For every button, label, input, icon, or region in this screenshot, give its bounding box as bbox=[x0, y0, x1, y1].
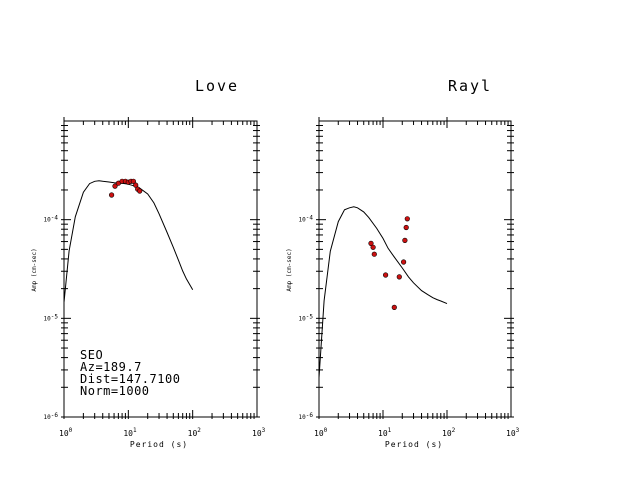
rayleigh-observed-point bbox=[383, 272, 389, 278]
rayleigh-plot-frame bbox=[318, 120, 512, 418]
love-xtick-label-0: 100 bbox=[59, 427, 73, 438]
rayleigh-ytick-label-0: 10-4 bbox=[299, 215, 314, 224]
rayleigh-y-axis-label: Amp (cm-sec) bbox=[286, 248, 293, 291]
love-observed-point bbox=[130, 178, 136, 184]
rayleigh-panel: Rayl 100 101 102 103 10-4 10-5 10-6 Peri… bbox=[286, 77, 520, 449]
rayleigh-xtick-label-1: 101 bbox=[378, 427, 392, 438]
love-panel: Love 100 101 102 103 10-4 10-5 10-6 Peri… bbox=[31, 77, 266, 449]
love-ytick-label-1: 10-5 bbox=[44, 313, 59, 322]
love-observed-point bbox=[112, 183, 118, 189]
rayleigh-xtick-label-3: 103 bbox=[506, 427, 520, 438]
love-xtick-label-1: 101 bbox=[123, 427, 137, 438]
rayleigh-observed-point bbox=[404, 216, 410, 222]
rayleigh-observed-point bbox=[396, 274, 402, 280]
rayleigh-observed-point bbox=[368, 240, 374, 246]
rayleigh-observed-point bbox=[403, 224, 409, 231]
rayleigh-series bbox=[318, 206, 448, 378]
rayleigh-observed-point bbox=[391, 304, 397, 311]
distance-text: Dist=147.7100 bbox=[80, 372, 180, 386]
azimuth-text: Az=189.7 bbox=[80, 360, 142, 374]
rayleigh-observed-point bbox=[371, 251, 377, 257]
rayleigh-title: Rayl bbox=[448, 77, 492, 95]
rayleigh-ytick-label-1: 10-5 bbox=[299, 313, 314, 322]
love-ytick-label-2: 10-6 bbox=[44, 412, 59, 421]
love-ytick-label-0: 10-4 bbox=[44, 215, 59, 224]
station-name: SEO bbox=[80, 348, 103, 362]
rayleigh-observed-point bbox=[402, 237, 408, 243]
rayleigh-observed-point bbox=[401, 259, 407, 265]
love-y-axis-label: Amp (cm-sec) bbox=[31, 248, 38, 291]
love-title: Love bbox=[195, 77, 239, 95]
norm-text: Norm=1000 bbox=[80, 384, 150, 398]
rayleigh-ytick-label-2: 10-6 bbox=[299, 412, 314, 421]
rayleigh-x-axis-label: Period (s) bbox=[385, 440, 443, 449]
love-ticks bbox=[61, 117, 260, 419]
love-xtick-label-3: 103 bbox=[252, 427, 266, 438]
rayleigh-synthetic-curve bbox=[318, 206, 448, 378]
love-series bbox=[63, 178, 194, 303]
love-plot-frame bbox=[63, 120, 258, 418]
rayleigh-xtick-label-2: 102 bbox=[442, 427, 456, 438]
love-observed-point bbox=[133, 182, 139, 188]
love-xtick-label-2: 102 bbox=[188, 427, 202, 438]
love-observed-point bbox=[108, 192, 115, 198]
rayleigh-observed-point bbox=[370, 244, 376, 250]
rayleigh-xtick-label-0: 100 bbox=[314, 427, 328, 438]
love-x-axis-label: Period (s) bbox=[130, 440, 188, 449]
love-observed-point bbox=[137, 188, 143, 194]
